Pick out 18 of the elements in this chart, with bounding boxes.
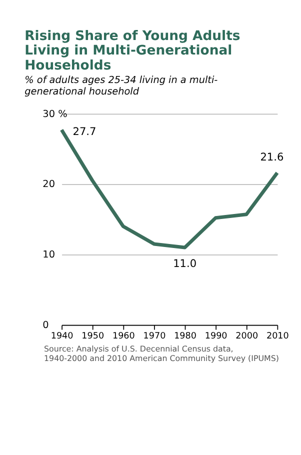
x-tick-label: 1970	[143, 332, 166, 342]
x-tick-label: 1990	[204, 332, 228, 342]
x-tick-label: 1960	[112, 332, 136, 342]
x-tick-label: 2010	[266, 332, 290, 342]
y-tick-label: 20	[42, 179, 55, 190]
y-tick-label: 0	[42, 320, 49, 331]
x-tick-label: 1950	[82, 332, 104, 342]
chart-title: Rising Share of Young Adults Living in Multi-Generational Households	[24, 28, 240, 74]
y-tick-label: 30 %	[42, 108, 68, 120]
data-label: 27.7	[72, 126, 96, 138]
data-label: 11.0	[173, 258, 197, 270]
x-tick-label: 2000	[236, 332, 258, 342]
y-tick-label: 10	[42, 250, 55, 261]
data-label: 21.6	[260, 152, 284, 164]
x-tick-label: 1940	[50, 332, 74, 342]
chart-subtitle: % of adults ages 25-34 living in a multi-generational household	[24, 74, 218, 98]
x-tick-label: 1980	[174, 332, 197, 342]
source-note: Source: Analysis of U.S. Decennial Census data, 1940-2000 and 2010 American Community Survey (IPUMS)	[44, 344, 279, 363]
